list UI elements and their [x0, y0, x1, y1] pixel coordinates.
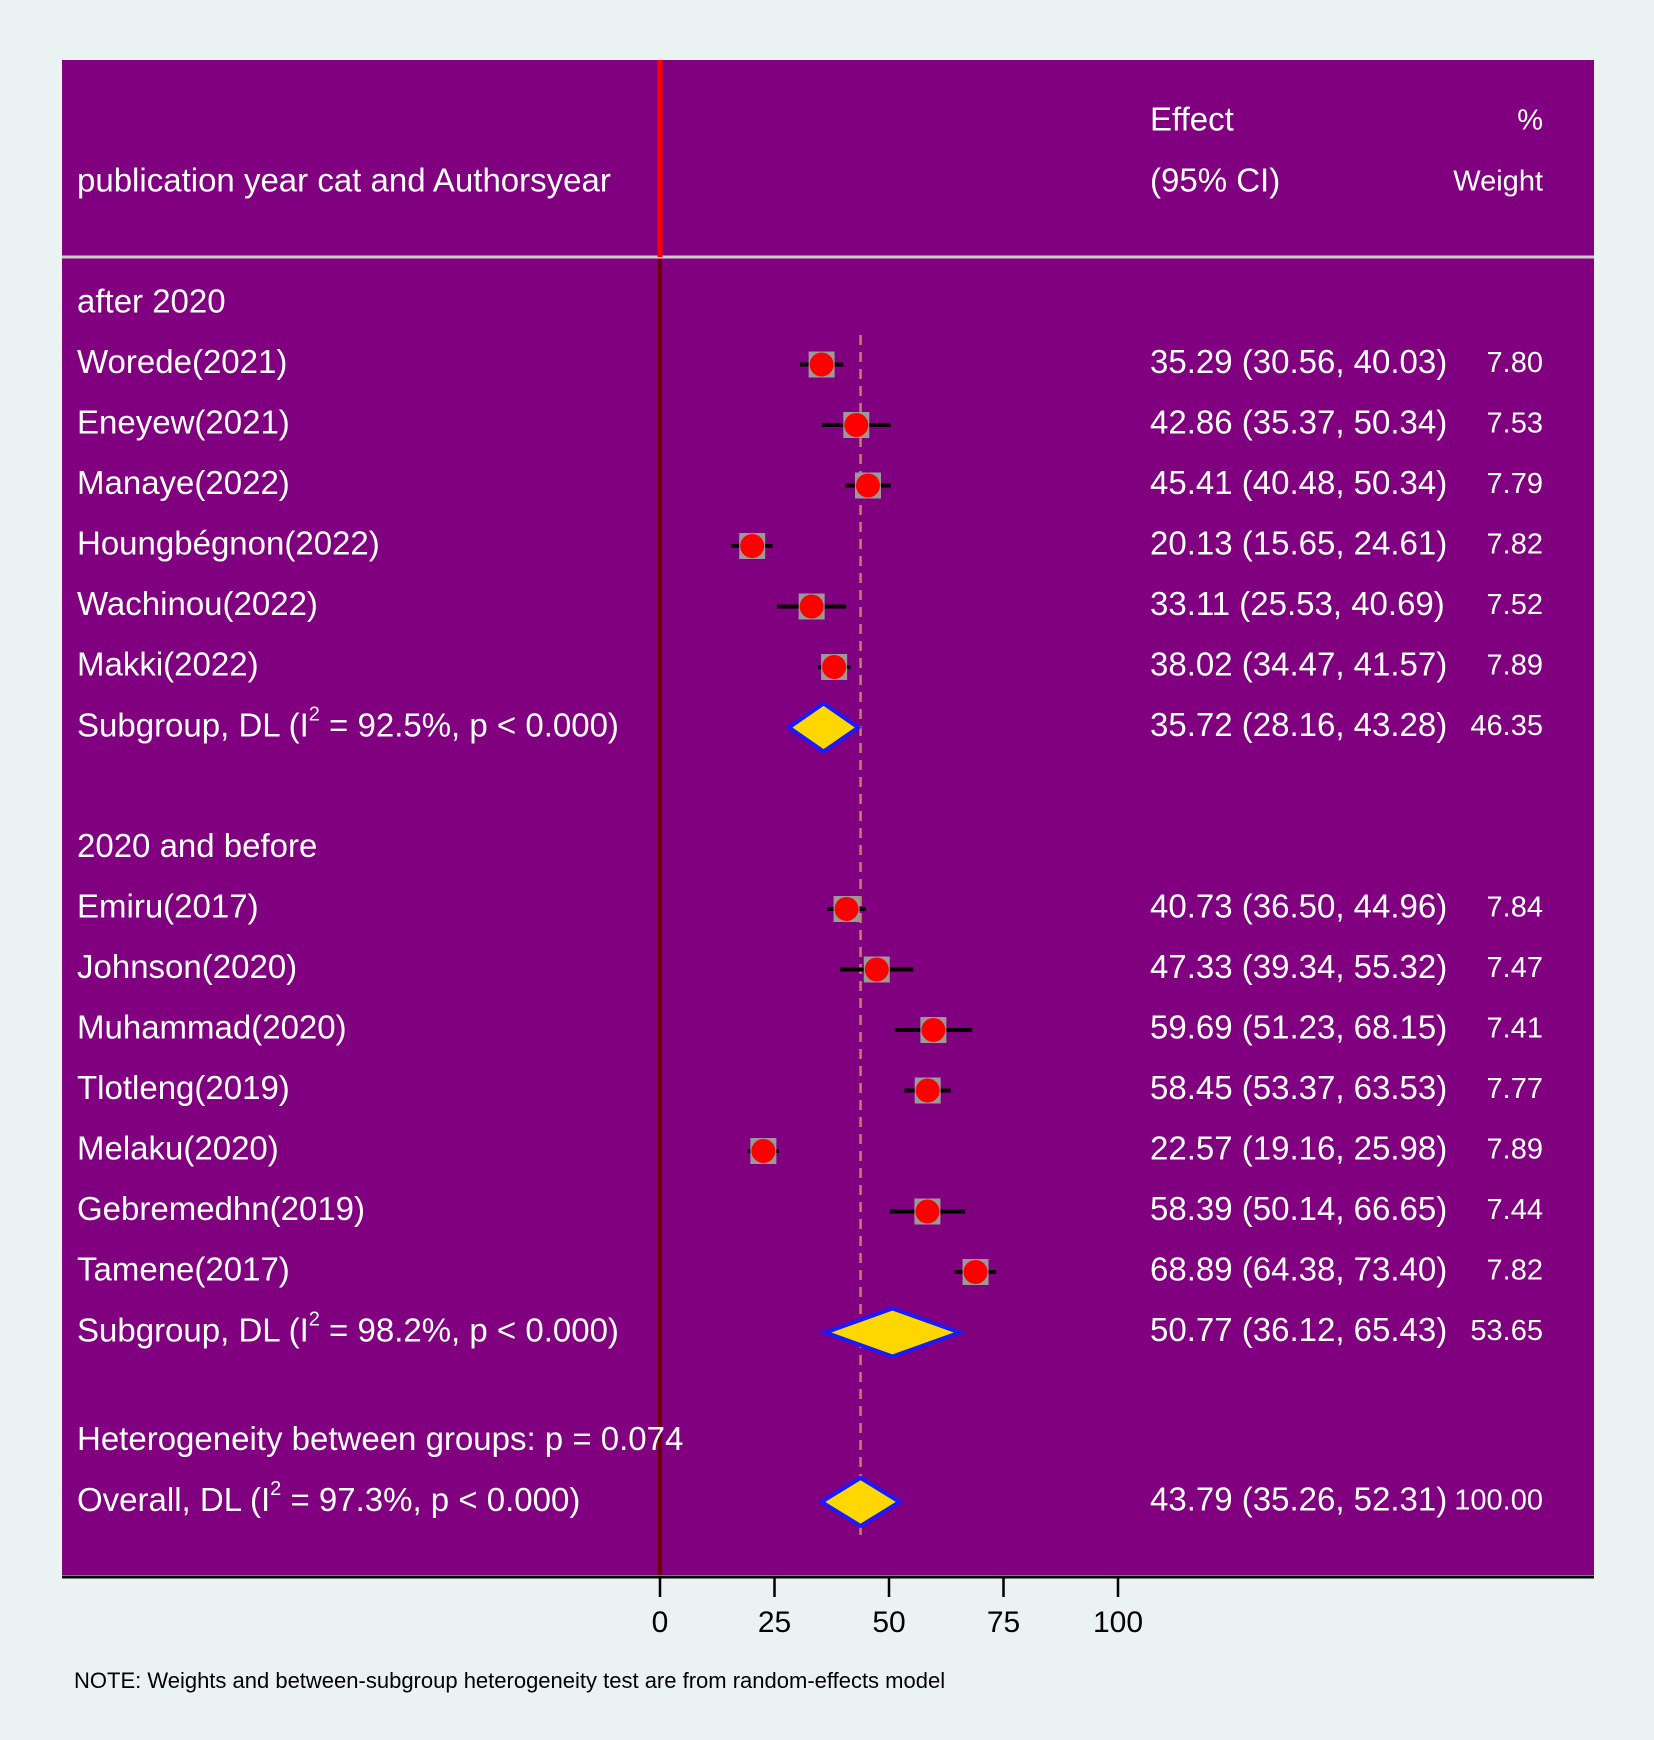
study-label: Emiru(2017)	[77, 888, 259, 925]
study-point	[963, 1260, 988, 1284]
subgroup-label: Subgroup, DL (I2 = 92.5%, p < 0.000)	[77, 704, 619, 743]
subgroup-label: Subgroup, DL (I2 = 98.2%, p < 0.000)	[77, 1309, 619, 1348]
study-weight: 7.82	[1487, 529, 1543, 561]
subgroup-label-superscript: 2	[309, 704, 320, 726]
x-tick-label: 75	[987, 1606, 1020, 1639]
study-weight: 7.89	[1487, 650, 1543, 682]
overall-label-suffix: = 97.3%, p < 0.000)	[281, 1481, 580, 1518]
study-ci-text: 20.13 (15.65, 24.61)	[1150, 525, 1447, 562]
study-weight: 7.84	[1487, 892, 1543, 924]
study-weight: 7.82	[1487, 1255, 1543, 1287]
study-label: Gebremedhn(2019)	[77, 1190, 365, 1227]
subgroup-weight: 46.35	[1470, 710, 1543, 742]
subgroup-diamond	[785, 701, 862, 754]
study-label: Tlotleng(2019)	[77, 1069, 290, 1106]
study-weight: 7.80	[1487, 347, 1543, 379]
study-weight: 7.47	[1487, 952, 1543, 984]
subgroup-label-prefix: Subgroup, DL (I	[77, 706, 309, 743]
x-tick-label: 100	[1093, 1606, 1143, 1639]
study-ci-text: 22.57 (19.16, 25.98)	[1150, 1130, 1447, 1167]
header-percent: %	[1517, 105, 1543, 137]
overall-weight: 100.00	[1454, 1485, 1543, 1517]
study-ci-text: 58.39 (50.14, 66.65)	[1150, 1190, 1447, 1227]
subgroup-label-prefix: Subgroup, DL (I	[77, 1311, 309, 1348]
study-ci-text: 42.86 (35.37, 50.34)	[1150, 404, 1447, 441]
study-weight: 7.89	[1487, 1134, 1543, 1166]
footnote: NOTE: Weights and between-subgroup heter…	[74, 1668, 945, 1693]
study-ci-text: 68.89 (64.38, 73.40)	[1150, 1251, 1447, 1288]
study-weight: 7.52	[1487, 589, 1543, 621]
study-label: Houngbégnon(2022)	[77, 525, 380, 562]
study-weight: 7.79	[1487, 468, 1543, 500]
study-ci-text: 45.41 (40.48, 50.34)	[1150, 464, 1447, 501]
study-point	[915, 1199, 940, 1224]
study-ci-text: 38.02 (34.47, 41.57)	[1150, 646, 1447, 683]
study-point	[921, 1018, 946, 1042]
group-heading: after 2020	[77, 283, 226, 320]
overall-diamond	[817, 1475, 904, 1529]
study-weight: 7.41	[1487, 1013, 1543, 1045]
study-label: Wachinou(2022)	[77, 585, 318, 622]
group-heading: 2020 and before	[77, 827, 317, 864]
study-ci-text: 59.69 (51.23, 68.15)	[1150, 1009, 1447, 1046]
study-label: Johnson(2020)	[77, 948, 297, 985]
x-tick-label: 25	[758, 1606, 791, 1639]
study-point	[855, 473, 880, 498]
header-weight: Weight	[1453, 166, 1543, 198]
study-ci-text: 47.33 (39.34, 55.32)	[1150, 948, 1447, 985]
study-label: Worede(2021)	[77, 343, 287, 380]
study-weight: 7.44	[1487, 1194, 1543, 1226]
study-label: Eneyew(2021)	[77, 404, 290, 441]
subgroup-ci-text: 50.77 (36.12, 65.43)	[1150, 1311, 1447, 1348]
subgroup-ci-text: 35.72 (28.16, 43.28)	[1150, 706, 1447, 743]
study-ci-text: 33.11 (25.53, 40.69)	[1150, 585, 1445, 622]
study-weight: 7.77	[1487, 1073, 1543, 1105]
subgroup-label-suffix: = 92.5%, p < 0.000)	[320, 706, 619, 743]
plot-panel	[62, 60, 1594, 1575]
study-point	[809, 352, 834, 377]
x-tick-label: 0	[652, 1606, 669, 1639]
study-point	[834, 897, 859, 921]
study-ci-text: 40.73 (36.50, 44.96)	[1150, 888, 1447, 925]
subgroup-label-suffix: = 98.2%, p < 0.000)	[320, 1311, 619, 1348]
study-point	[822, 655, 847, 679]
overall-label: Overall, DL (I2 = 97.3%, p < 0.000)	[77, 1478, 580, 1517]
study-point	[799, 594, 824, 619]
overall-ci-text: 43.79 (35.26, 52.31)	[1150, 1481, 1447, 1518]
study-ci-text: 58.45 (53.37, 63.53)	[1150, 1069, 1447, 1106]
study-label: Muhammad(2020)	[77, 1009, 347, 1046]
study-label: Makki(2022)	[77, 646, 259, 683]
subgroup-diamond	[819, 1306, 966, 1359]
study-point	[915, 1078, 940, 1103]
header-ci: (95% CI)	[1150, 162, 1280, 199]
subgroup-weight: 53.65	[1470, 1315, 1543, 1347]
study-point	[844, 413, 869, 437]
study-label: Tamene(2017)	[77, 1251, 290, 1288]
header-effect: Effect	[1150, 101, 1234, 138]
subgroup-label-superscript: 2	[309, 1309, 320, 1331]
study-label: Melaku(2020)	[77, 1130, 279, 1167]
heterogeneity-text: Heterogeneity between groups: p = 0.074	[77, 1420, 683, 1457]
overall-label-prefix: Overall, DL (I	[77, 1481, 270, 1518]
study-weight: 7.53	[1487, 408, 1543, 440]
study-ci-text: 35.29 (30.56, 40.03)	[1150, 343, 1447, 380]
study-point	[740, 534, 765, 558]
overall-label-superscript: 2	[270, 1478, 281, 1500]
study-point	[864, 957, 889, 982]
header-study-label: publication year cat and Authorsyear	[77, 162, 611, 199]
study-label: Manaye(2022)	[77, 464, 290, 501]
study-point	[751, 1139, 776, 1163]
x-tick-label: 50	[872, 1606, 905, 1639]
